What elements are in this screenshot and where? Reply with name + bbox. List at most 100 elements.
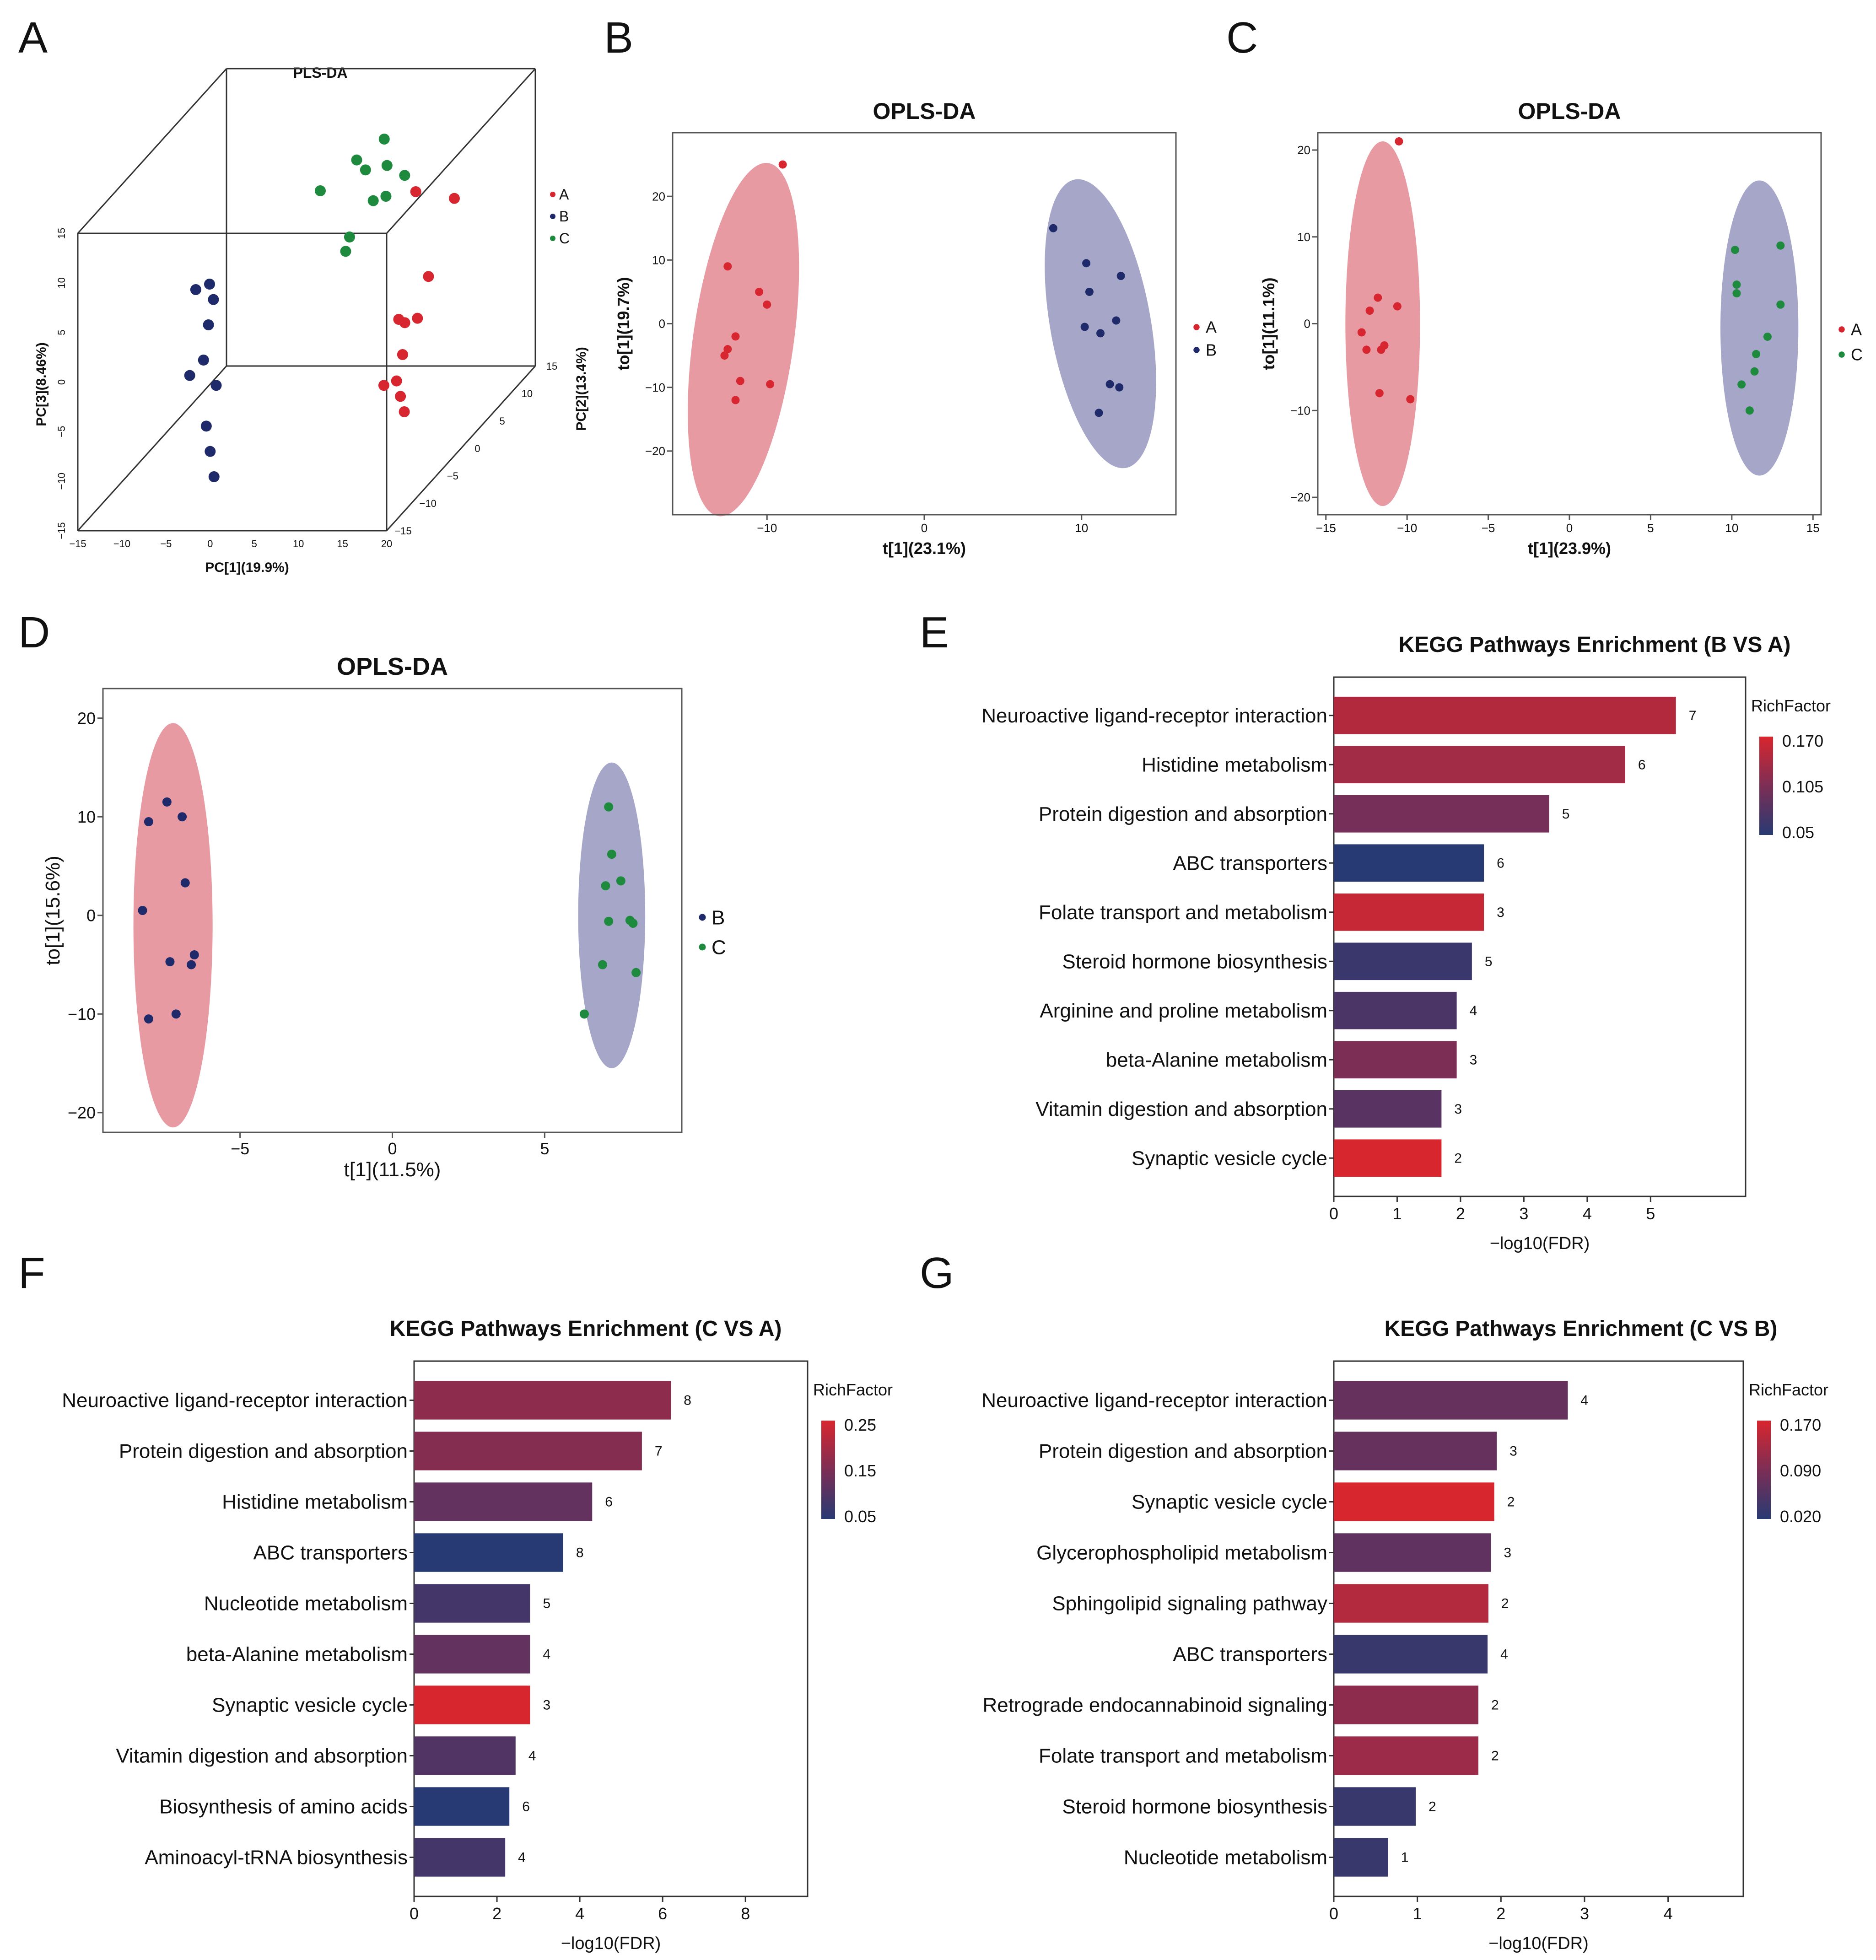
y-tick-label: 10 — [77, 808, 96, 826]
plot-frame — [1333, 1360, 1744, 1897]
bar — [1334, 1736, 1478, 1775]
y-axis-label: to[1](15.6%) — [42, 856, 64, 965]
data-point-a — [731, 396, 740, 404]
x-tick-label: 4 — [1664, 1904, 1673, 1923]
x-tick-label: 2 — [1496, 1904, 1505, 1923]
data-point-c — [381, 160, 393, 171]
data-point-b — [198, 355, 209, 366]
data-point-b — [1115, 383, 1124, 392]
data-point-c — [1745, 406, 1754, 415]
data-point-a — [755, 287, 764, 296]
category-label: Arginine and proline metabolism — [1040, 1000, 1327, 1022]
chart-title: KEGG Pathways Enrichment (C VS A) — [389, 1317, 782, 1341]
data-point-a — [720, 351, 729, 360]
data-point-c — [340, 246, 351, 257]
legend-marker-c — [699, 943, 706, 951]
data-point-b — [165, 957, 175, 967]
data-point-b — [171, 1009, 181, 1019]
panel-letter-g: G — [920, 1249, 954, 1298]
x-tick-label: 1 — [1392, 1204, 1402, 1223]
y-tick-label: 10 — [652, 253, 665, 267]
data-point-b — [1049, 224, 1057, 232]
data-point-a — [412, 312, 423, 324]
bar-count-label: 2 — [1491, 1749, 1499, 1764]
z-axis-label: PC[3](8.46%) — [34, 342, 49, 426]
legend-title: RichFactor — [1749, 1380, 1828, 1399]
panel-b-opls-da: OPLS-DA −10 0 10 20 10 0 −10 −20 t[1](23.1%) to[1]… — [614, 98, 1217, 558]
data-point-c — [1732, 289, 1741, 298]
x-axis-label: t[1](11.5%) — [344, 1158, 441, 1181]
data-point-a — [736, 377, 744, 385]
data-point-c — [1730, 246, 1739, 254]
data-point-c — [1752, 350, 1761, 358]
legend-marker-a — [550, 192, 555, 197]
data-point-a — [1406, 395, 1415, 404]
data-point-c — [579, 1009, 589, 1019]
data-point-a — [391, 375, 402, 387]
bar — [1334, 1584, 1488, 1623]
x-tick-label: 15 — [1806, 521, 1820, 535]
y-tick-label: 0 — [474, 443, 480, 454]
colorbar-tick-label: 0.170 — [1782, 732, 1823, 750]
data-point-c — [598, 960, 607, 969]
data-point-a — [397, 349, 408, 360]
x-axis-label: −log10(FDR) — [1488, 1934, 1589, 1953]
confidence-ellipse-b — [133, 723, 213, 1128]
data-point-c — [1763, 332, 1772, 341]
x-tick-label: 15 — [337, 538, 348, 549]
x-tick-label: −5 — [1482, 521, 1495, 535]
category-label: Sphingolipid signaling pathway — [1052, 1593, 1327, 1615]
y-tick-label: −5 — [447, 470, 458, 482]
x-tick-label: 3 — [1580, 1904, 1589, 1923]
data-point-c — [399, 170, 410, 181]
y-tick-label: −20 — [68, 1103, 96, 1122]
z-tick-label: 15 — [56, 228, 67, 239]
data-point-c — [631, 968, 641, 977]
x-tick-label: 0 — [410, 1904, 419, 1923]
category-label: Protein digestion and absorption — [1039, 803, 1327, 825]
data-point-b — [178, 812, 187, 822]
x-tick-label: 2 — [492, 1904, 501, 1923]
bar-count-label: 8 — [684, 1393, 691, 1408]
bar-count-label: 7 — [1689, 708, 1697, 723]
data-point-b — [1116, 272, 1125, 280]
panel-letter-b: B — [604, 13, 633, 62]
data-point-a — [1395, 137, 1403, 145]
data-point-a — [393, 314, 404, 325]
data-point-c — [604, 802, 614, 812]
data-point-c — [1750, 367, 1759, 376]
category-label: beta-Alanine metabolism — [1106, 1049, 1327, 1071]
y-axis-label: to[1](19.7%) — [614, 277, 633, 370]
data-point-a — [1375, 389, 1384, 398]
bar-count-label: 6 — [605, 1495, 613, 1510]
x-axis-label: t[1](23.1%) — [883, 539, 966, 558]
panel-letter-e: E — [920, 608, 949, 657]
x-tick-label: −10 — [757, 521, 777, 535]
bar-count-label: 3 — [1504, 1545, 1511, 1561]
bar-count-label: 4 — [528, 1749, 536, 1764]
x-tick-label: 2 — [1456, 1204, 1465, 1223]
colorbar-tick-label: 0.090 — [1780, 1461, 1821, 1480]
data-point-c — [378, 134, 390, 145]
legend-label-b: B — [1206, 341, 1217, 360]
colorbar-tick-label: 0.05 — [844, 1507, 876, 1526]
data-point-a — [766, 380, 775, 388]
y-tick-label: −20 — [645, 444, 665, 458]
bar-count-label: 2 — [1507, 1495, 1515, 1510]
x-tick-label: 20 — [381, 538, 392, 549]
bar — [1334, 942, 1472, 980]
category-label: Retrograde endocannabinoid signaling — [983, 1694, 1327, 1717]
data-point-c — [1737, 380, 1746, 389]
y-tick-label: 0 — [1304, 317, 1310, 331]
y-tick-label: −15 — [394, 525, 411, 537]
category-label: Folate transport and metabolism — [1039, 901, 1327, 924]
x-tick-label: 5 — [252, 538, 257, 549]
colorbar-tick-label: 0.170 — [1780, 1416, 1821, 1434]
chart-title: PLS-DA — [293, 65, 347, 81]
bar — [1334, 1041, 1457, 1079]
x-tick-label: −5 — [231, 1139, 249, 1158]
x-axis-label: t[1](23.9%) — [1528, 539, 1611, 558]
confidence-ellipse-a — [688, 163, 799, 517]
category-label: Neuroactive ligand-receptor interaction — [62, 1389, 408, 1412]
data-point-b — [138, 906, 147, 915]
